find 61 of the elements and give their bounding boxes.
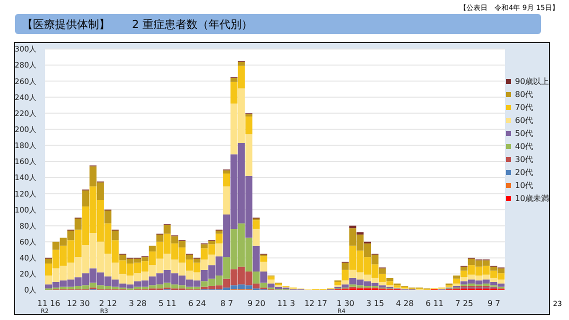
legend-label: 50代 <box>515 128 534 139</box>
bar <box>45 258 52 264</box>
x-tick-label: 6 24 <box>188 299 206 308</box>
x-tick-label: 5 11 <box>158 299 176 308</box>
bar <box>252 228 260 246</box>
x-tick-label: 9 20 <box>248 299 266 308</box>
bar <box>342 270 349 280</box>
bar <box>148 246 156 252</box>
bar <box>349 226 356 228</box>
bar <box>342 280 349 284</box>
bar <box>378 268 386 274</box>
bar <box>245 116 252 134</box>
bar <box>252 246 260 272</box>
x-tick-label: 12 30 <box>66 299 90 308</box>
bar <box>223 174 230 186</box>
chart-title: 【医療提供体制】 2 重症患者数（年代別） <box>22 17 252 32</box>
x-tick-label: 3 15 <box>366 299 384 308</box>
x-tick-label: 9 7 <box>488 299 500 308</box>
bar <box>223 186 230 214</box>
legend-label: 60代 <box>515 115 534 126</box>
x-tick-label: 3 28 <box>128 299 147 308</box>
x-tick-label: 11 3 <box>277 299 296 308</box>
bar <box>200 244 208 248</box>
legend-label: 80代 <box>515 89 534 100</box>
bar <box>260 262 268 272</box>
bar <box>460 266 468 271</box>
bar <box>252 220 260 229</box>
legend-label: 70代 <box>515 102 534 113</box>
x-tick-label: 6 11 <box>426 299 444 308</box>
bar <box>223 170 230 174</box>
bar <box>260 256 268 262</box>
bar <box>334 282 342 286</box>
bar <box>230 78 238 82</box>
bar <box>342 262 349 270</box>
bar <box>156 234 164 242</box>
bar <box>112 230 119 240</box>
x-tick-label: 7 25 <box>455 299 474 308</box>
bar <box>208 240 216 244</box>
bar <box>386 278 394 282</box>
bar <box>104 210 112 224</box>
bar <box>164 224 171 234</box>
legend-label: 20代 <box>515 167 534 178</box>
bar <box>453 276 460 279</box>
legend-label: 10代 <box>515 180 534 191</box>
bar <box>453 278 460 284</box>
bar <box>260 272 268 283</box>
legend-label: 30代 <box>515 154 534 165</box>
legend-label: 40代 <box>515 141 534 152</box>
legend-label: 10歳未満 <box>515 193 550 204</box>
bar <box>268 280 275 284</box>
legend-label: 90歳以上 <box>515 76 550 87</box>
bar <box>356 232 364 235</box>
x-tick-label: 12 17 <box>304 299 328 308</box>
x-tick-label: 8 7 <box>220 299 234 308</box>
bar <box>74 218 82 230</box>
bar <box>216 230 223 234</box>
bar <box>82 190 90 206</box>
x-tick-label: 4 28 <box>396 299 414 308</box>
bar <box>268 276 275 280</box>
bar <box>216 234 223 244</box>
bar <box>238 62 245 66</box>
